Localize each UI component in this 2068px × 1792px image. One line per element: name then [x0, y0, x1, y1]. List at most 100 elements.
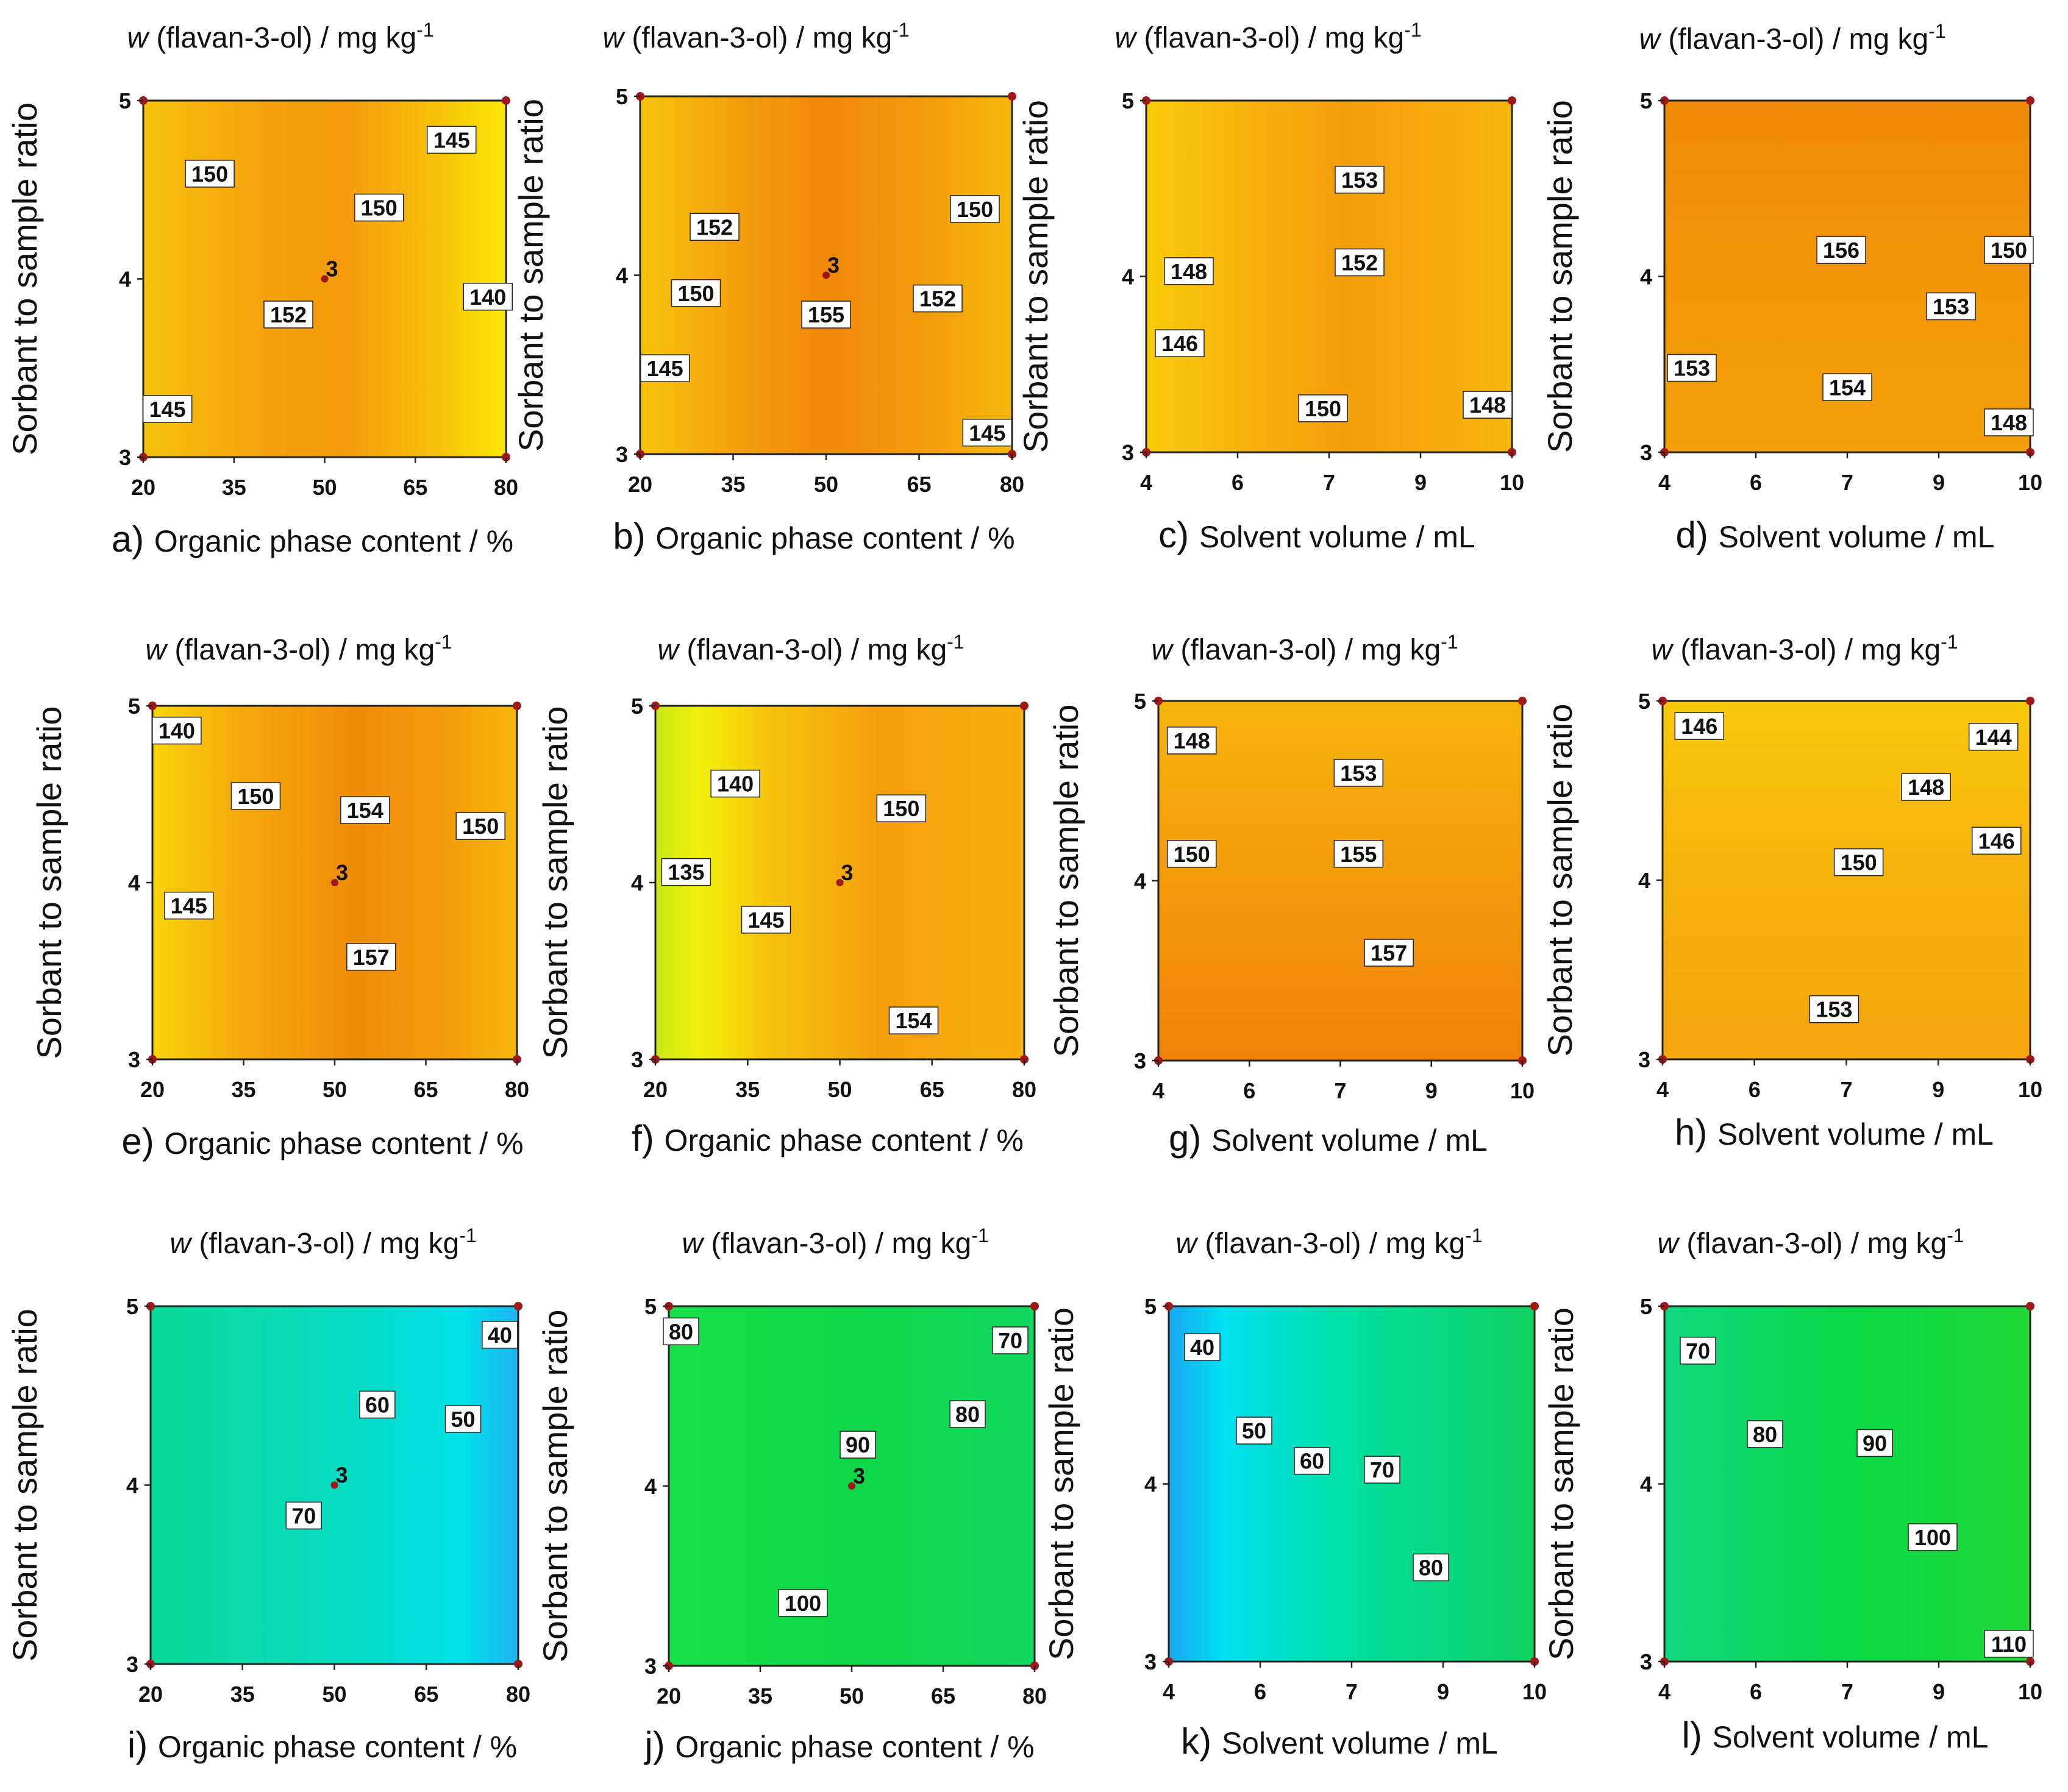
contour-label: 60 [1300, 1449, 1324, 1474]
contour-label-box [1971, 827, 2022, 855]
y-tick-label: 5 [644, 1294, 657, 1319]
y-tick-label: 3 [616, 442, 628, 467]
y-axis-label: Sorbant to sample ratio [1541, 704, 1579, 1057]
x-axis-label: i) Organic phase content / % [127, 1724, 517, 1765]
x-tick-label: 50 [322, 1682, 346, 1707]
x-axis-label: j) Organic phase content / % [643, 1724, 1034, 1765]
panel-title: w (flavan-3-ol) / mg kg-1 [1657, 1225, 1964, 1260]
y-axis-label: Sorbant to sample ratio [1016, 100, 1055, 453]
x-axis-label: h) Solvent volume / mL [1675, 1112, 1994, 1153]
contour-label-box [1463, 391, 1513, 419]
contour-label: 148 [1174, 728, 1210, 753]
contour-label-box [671, 279, 721, 307]
contour-label: 146 [1161, 331, 1198, 356]
contour-label: 145 [433, 127, 470, 152]
y-axis-label: Sorbant to sample ratio [5, 1309, 44, 1662]
x-tick-label: 9 [1414, 470, 1427, 495]
center-point-label: 3 [841, 860, 853, 885]
x-tick-label: 35 [721, 472, 745, 497]
x-axis-label: k) Solvent volume / mL [1181, 1721, 1498, 1762]
contour-label: 70 [998, 1328, 1022, 1353]
contour-label-box [1166, 840, 1217, 868]
y-axis-label: Sorbant to sample ratio [5, 102, 44, 455]
panel-title: w (flavan-3-ol) / mg kg-1 [1639, 20, 1945, 55]
contour-label-box [354, 193, 404, 222]
contour-label: 70 [291, 1503, 316, 1528]
panel-title: w (flavan-3-ol) / mg kg-1 [127, 19, 433, 54]
y-tick-label: 5 [631, 694, 643, 719]
y-tick-label: 5 [1640, 1294, 1652, 1319]
contour-label-box [1908, 1523, 1958, 1551]
x-tick-label: 35 [748, 1684, 772, 1708]
contour-label-box [1364, 939, 1414, 967]
contour-label-box [1984, 1630, 2034, 1658]
x-tick-label: 4 [1152, 1078, 1164, 1103]
y-tick-label: 3 [1640, 1649, 1652, 1674]
y-tick-label: 4 [1122, 265, 1134, 290]
contour-label: 90 [846, 1432, 870, 1457]
y-tick-label: 3 [644, 1654, 657, 1679]
design-point [1008, 92, 1016, 101]
y-tick-label: 3 [1134, 1048, 1146, 1073]
center-point-label: 3 [326, 257, 338, 282]
contour-label: 150 [462, 814, 499, 839]
contour-label: 154 [347, 798, 383, 823]
contour-label-box [1667, 354, 1717, 382]
x-tick-label: 35 [230, 1682, 255, 1707]
y-tick-label: 4 [1640, 265, 1652, 290]
contour-label-box [1236, 1417, 1272, 1445]
x-tick-label: 10 [2018, 1679, 2042, 1704]
x-tick-label: 80 [1012, 1077, 1036, 1102]
contour-label-box [992, 1326, 1029, 1354]
y-axis-label: Sorbant to sample ratio [1542, 1307, 1580, 1660]
x-tick-label: 80 [506, 1682, 530, 1707]
x-tick-label: 65 [931, 1684, 955, 1708]
contour-label-box [1833, 848, 1884, 876]
contour-label: 148 [1991, 410, 2027, 435]
contour-label-box [1747, 1420, 1783, 1448]
contour-fill [1664, 1306, 2030, 1662]
contour-label-box [663, 1317, 699, 1346]
contour-label-box [1184, 1333, 1221, 1361]
panel-e: 3 140 150 154 150 145 157 20 35 50 65 80 3 4 5 w (flava… [30, 631, 529, 1162]
center-point [848, 1482, 855, 1490]
contour-label: 152 [919, 286, 956, 311]
center-point [331, 879, 338, 886]
center-point-label: 3 [335, 1463, 348, 1488]
y-tick-label: 4 [119, 267, 131, 292]
x-tick-label: 50 [827, 1077, 852, 1102]
contour-label-box [482, 1321, 518, 1349]
y-tick-label: 3 [128, 1047, 140, 1072]
x-tick-label: 65 [414, 1682, 438, 1707]
contour-label: 148 [1908, 775, 1944, 800]
x-tick-label: 50 [312, 475, 337, 500]
contour-label-box [1364, 1456, 1400, 1484]
y-tick-label: 5 [126, 1294, 138, 1319]
x-tick-label: 7 [1841, 470, 1853, 495]
contour-label: 145 [747, 908, 784, 933]
x-tick-label: 35 [222, 475, 246, 500]
contour-label-box [913, 284, 963, 313]
x-tick-label: 7 [1323, 470, 1335, 495]
contour-label: 152 [1341, 250, 1378, 275]
contour-label: 90 [1863, 1431, 1887, 1456]
panel-title: w (flavan-3-ol) / mg kg-1 [682, 1225, 988, 1260]
y-tick-label: 3 [126, 1652, 138, 1677]
contour-label: 135 [668, 860, 704, 885]
contour-label: 140 [717, 772, 754, 797]
contour-label-box [185, 160, 235, 188]
x-tick-label: 20 [657, 1684, 681, 1708]
contour-label: 150 [1174, 842, 1210, 867]
contour-label-box [1166, 727, 1217, 755]
contour-label: 146 [1681, 714, 1717, 739]
y-tick-label: 3 [1122, 440, 1134, 465]
panel-b: 3 152 150 145 155 152 150 145 20 35 50 65 80 3 4 5 w (fl… [512, 19, 1024, 556]
contour-label: 70 [1370, 1457, 1394, 1482]
x-axis-label: f) Organic phase content / % [632, 1118, 1024, 1159]
x-tick-label: 20 [131, 475, 155, 500]
y-axis-label: Sorbant to sample ratio [536, 1310, 574, 1663]
